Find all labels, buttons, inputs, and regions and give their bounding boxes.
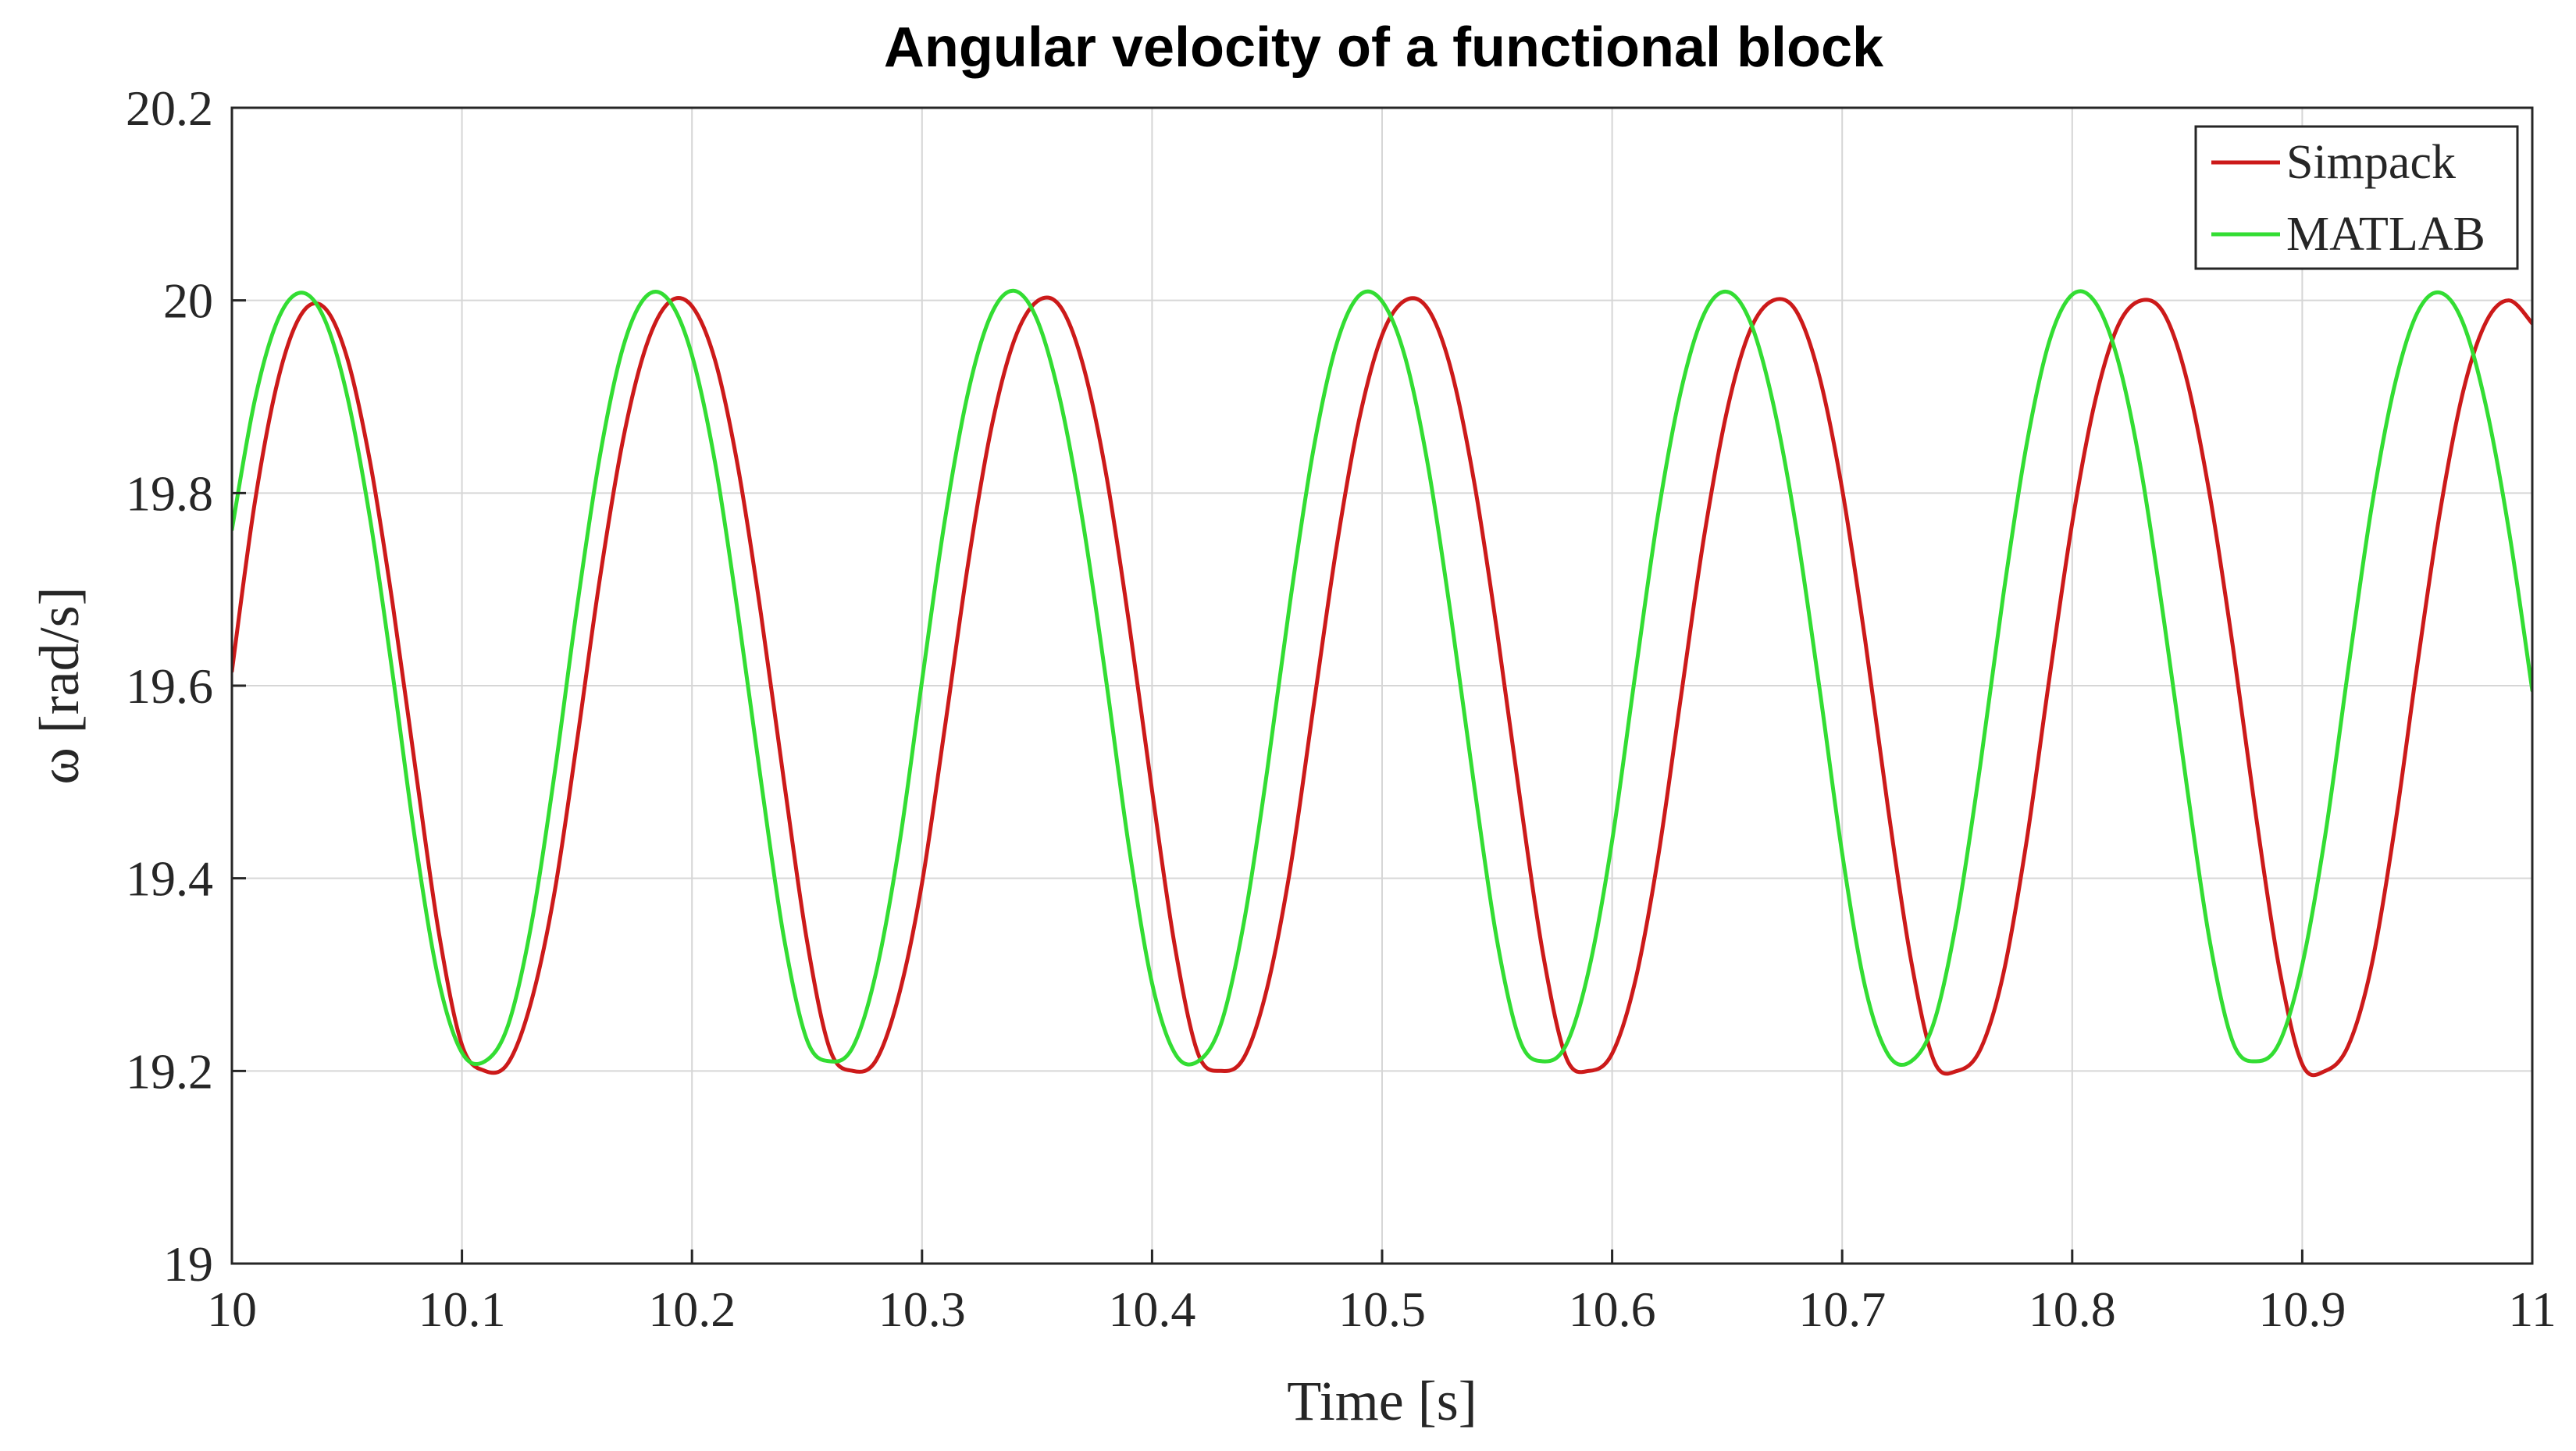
x-tick-label: 10.6	[1569, 1282, 1656, 1337]
legend-label-simpack: Simpack	[2286, 136, 2456, 189]
x-tick-label: 10.2	[648, 1282, 736, 1337]
x-tick-label: 10.9	[2258, 1282, 2346, 1337]
series-line-matlab	[232, 288, 2532, 1068]
legend-label-matlab: MATLAB	[2286, 208, 2485, 261]
y-axis: 19 19.2 19.4 19.6 19.8 20 20.2	[126, 80, 246, 1292]
legend-box	[2194, 125, 2519, 270]
y-tick-label: 19.4	[126, 851, 213, 907]
series-line-simpack	[232, 295, 2532, 1078]
y-tick-label: 19.6	[126, 658, 213, 714]
series-layer	[232, 288, 2532, 1078]
x-tick-label: 10.5	[1338, 1282, 1426, 1337]
chart-title: Angular velocity of a functional block	[884, 16, 1884, 79]
x-axis-title: Time [s]	[1287, 1370, 1477, 1432]
legend: Simpack MATLAB	[2194, 125, 2519, 270]
x-tick-label: 10.4	[1108, 1282, 1195, 1337]
x-tick-label: 10	[207, 1282, 257, 1337]
x-axis: 10 10.1 10.2 10.3 10.4 10.5 10.6 10.7 10.8 10.9 11	[207, 1250, 2556, 1337]
y-tick-label: 20.2	[126, 80, 213, 136]
x-tick-label: 11	[2508, 1282, 2556, 1337]
y-tick-label: 19	[163, 1236, 213, 1292]
x-tick-label: 10.7	[1798, 1282, 1886, 1337]
x-tick-label: 10.1	[419, 1282, 506, 1337]
y-tick-label: 20	[163, 273, 213, 329]
y-tick-label: 19.8	[126, 465, 213, 521]
x-tick-label: 10.3	[878, 1282, 966, 1337]
y-axis-title: ω [rad/s]	[28, 586, 91, 784]
x-tick-label: 10.8	[2029, 1282, 2116, 1337]
y-tick-label: 19.2	[126, 1043, 213, 1099]
